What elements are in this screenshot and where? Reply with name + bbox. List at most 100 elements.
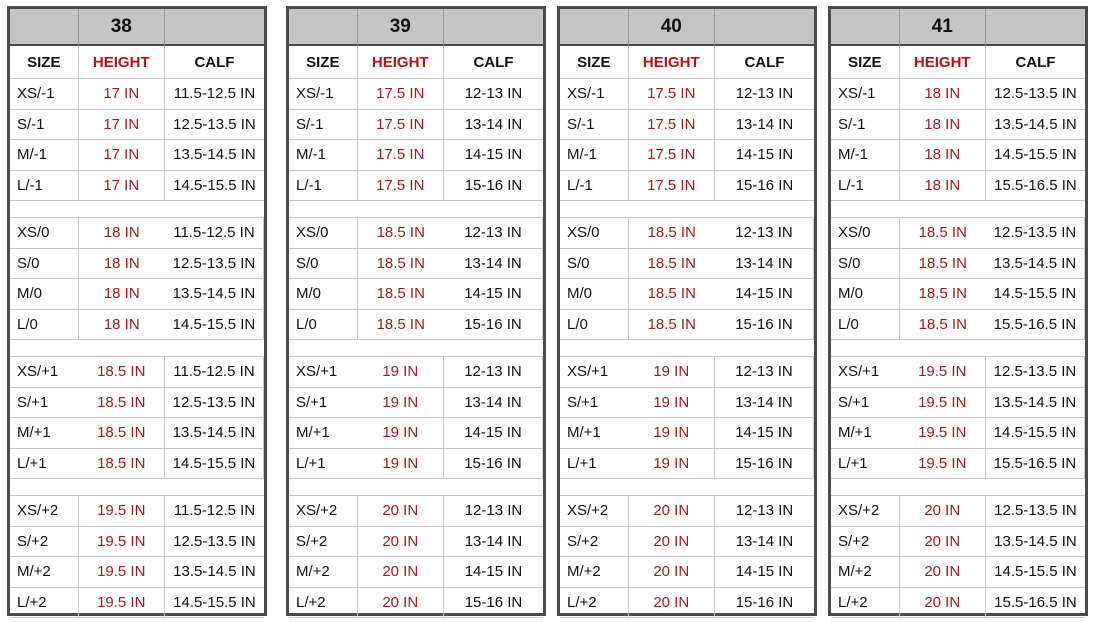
calf-cell: 14-15 IN [443,279,543,310]
height-cell: 18 IN [899,79,986,110]
height-cell: 18.5 IN [628,310,715,340]
height-cell: 18 IN [899,140,986,171]
size-cell: L/-1 [831,170,900,201]
calf-cell: 12.5-13.5 IN [164,110,264,140]
calf-cell: 12-13 IN [714,357,814,388]
height-cell: 18 IN [78,249,165,279]
size-cell: L/-1 [289,170,358,201]
size-cell: S/0 [10,248,79,279]
title-blank-left [831,9,900,46]
calf-cell: 13.5-14.5 IN [985,110,1085,140]
height-cell: 17 IN [78,109,165,140]
size-table-41: 41 SIZE HEIGHT CALF XS/-1 18 IN 12.5-13.5 IN S/… [828,6,1088,618]
size-cell: S/+2 [831,526,900,557]
size-cell: L/+1 [560,449,629,479]
calf-cell: 11.5-12.5 IN [164,218,264,249]
size-cell: XS/-1 [560,79,629,110]
column-header-size: SIZE [10,46,79,79]
size-table-38: 38 SIZE HEIGHT CALF XS/-1 17 IN 11.5-12.5 IN S/… [7,6,267,618]
size-cell: M/0 [10,279,79,310]
height-cell: 19.5 IN [78,557,165,588]
title-blank-left [289,9,358,46]
height-cell: 19 IN [628,387,715,418]
height-cell: 20 IN [357,526,444,557]
size-cell: M/-1 [289,140,358,171]
size-cell: S/+1 [289,388,358,418]
size-cell: XS/+2 [289,496,358,527]
height-cell: 19.5 IN [78,526,165,557]
size-cell: S/0 [831,248,900,279]
height-cell: 19.5 IN [78,496,165,527]
size-cell: S/+1 [831,388,900,418]
calf-cell: 13-14 IN [443,527,543,557]
calf-cell: 14.5-15.5 IN [164,588,264,618]
calf-cell: 15.5-16.5 IN [985,588,1085,618]
size-cell: XS/+2 [10,496,79,527]
calf-cell: 14-15 IN [714,418,814,449]
size-cell: M/+2 [289,557,358,588]
calf-cell: 12-13 IN [443,496,543,527]
height-cell: 17.5 IN [357,79,444,110]
calf-cell: 14-15 IN [443,140,543,171]
calf-cell: 14-15 IN [714,557,814,588]
column-header-height: HEIGHT [628,46,715,79]
size-cell: XS/-1 [10,79,79,110]
height-cell: 20 IN [899,557,986,588]
calf-cell: 13-14 IN [714,387,814,418]
title-blank-left [560,9,629,46]
group-spacer [289,340,543,357]
size-table-40: 40 SIZE HEIGHT CALF XS/-1 17.5 IN 12-13 IN S/-1… [557,6,817,618]
height-cell: 20 IN [357,496,444,527]
calf-cell: 13-14 IN [714,110,814,140]
calf-cell: 14-15 IN [443,557,543,588]
calf-cell: 15-16 IN [714,448,814,479]
group-spacer [831,340,1085,357]
size-cell: S/-1 [289,109,358,140]
height-cell: 18 IN [78,310,165,340]
calf-cell: 12-13 IN [443,79,543,110]
size-cell: M/+2 [560,557,629,588]
height-cell: 17.5 IN [628,170,715,201]
size-cell: L/+2 [560,587,629,618]
column-header-size: SIZE [831,46,900,79]
shoe-size-title: 41 [899,9,986,46]
size-cell: L/-1 [560,170,629,201]
calf-cell: 13.5-14.5 IN [164,557,264,588]
height-cell: 19 IN [357,418,444,449]
calf-cell: 12-13 IN [443,357,543,388]
shoe-size-title: 39 [357,9,444,46]
height-cell: 19.5 IN [78,587,165,618]
calf-cell: 14.5-15.5 IN [985,557,1085,588]
calf-cell: 13-14 IN [443,248,543,279]
height-cell: 19.5 IN [899,418,986,449]
calf-cell: 15-16 IN [714,588,814,618]
height-cell: 19.5 IN [899,357,986,388]
size-cell: M/+1 [831,418,900,449]
size-cell: XS/+1 [560,357,629,388]
calf-cell: 14.5-15.5 IN [985,279,1085,310]
column-header-size: SIZE [560,46,629,79]
height-cell: 18.5 IN [357,279,444,310]
height-cell: 18.5 IN [899,310,986,340]
size-cell: S/0 [560,248,629,279]
calf-cell: 15-16 IN [443,448,543,479]
height-cell: 17 IN [78,140,165,171]
size-cell: S/-1 [560,109,629,140]
height-cell: 17.5 IN [628,109,715,140]
calf-cell: 15-16 IN [714,171,814,201]
size-cell: L/+2 [831,587,900,618]
size-cell: XS/-1 [289,79,358,110]
calf-cell: 13.5-14.5 IN [164,418,264,449]
size-cell: M/+2 [831,557,900,588]
size-cell: XS/0 [831,218,900,249]
size-cell: XS/0 [10,218,79,249]
size-cell: S/+1 [10,388,79,418]
height-cell: 20 IN [628,526,715,557]
calf-cell: 14.5-15.5 IN [164,171,264,201]
height-cell: 19 IN [628,357,715,388]
calf-cell: 13-14 IN [443,387,543,418]
height-cell: 18.5 IN [357,218,444,249]
size-cell: S/+1 [560,388,629,418]
height-cell: 18.5 IN [78,418,165,449]
height-cell: 17.5 IN [357,109,444,140]
